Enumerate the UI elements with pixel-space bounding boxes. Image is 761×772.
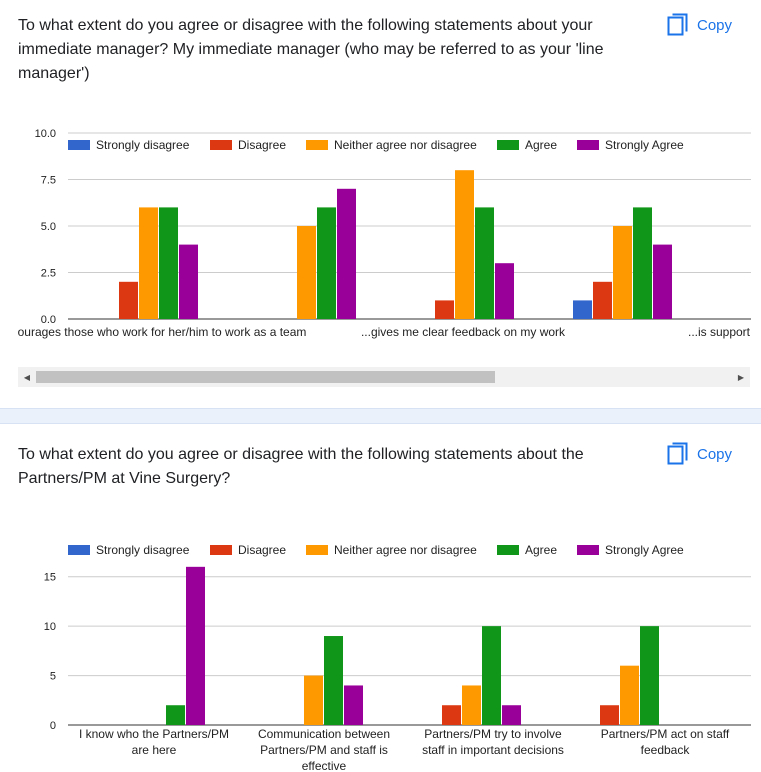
bar	[462, 685, 481, 725]
copy-button[interactable]: Copy	[667, 13, 732, 37]
legend-label: Disagree	[238, 543, 286, 557]
legend-label: Agree	[525, 543, 557, 557]
x-tick-label: staff in important decisions	[422, 743, 564, 757]
legend-swatch	[306, 140, 328, 150]
bar	[593, 281, 612, 319]
card-separator	[0, 408, 761, 424]
legend-label: Neither agree nor disagree	[334, 543, 477, 557]
question-card-2: To what extent do you agree or disagree …	[0, 424, 761, 772]
legend-swatch	[68, 140, 90, 150]
x-tick-label: ...gives me clear feedback on my work	[361, 325, 566, 339]
bar	[304, 675, 323, 725]
scroll-right-arrow[interactable]: ▶	[737, 372, 745, 382]
bar	[502, 705, 521, 725]
bar	[139, 207, 158, 319]
bar	[613, 226, 632, 319]
scroll-left-arrow[interactable]: ◀	[23, 372, 31, 382]
bar	[317, 207, 336, 319]
legend-swatch	[577, 140, 599, 150]
bar	[620, 665, 639, 725]
y-tick-label: 5.0	[41, 221, 56, 233]
bar	[475, 207, 494, 319]
legend-swatch	[68, 545, 90, 555]
bar	[573, 300, 592, 319]
bar	[442, 705, 461, 725]
bar	[455, 170, 474, 319]
bar	[640, 626, 659, 725]
x-tick-label: Partners/PM and staff is	[260, 743, 388, 757]
bar	[482, 626, 501, 725]
copy-icon	[667, 13, 688, 36]
scroll-thumb[interactable]	[36, 371, 495, 383]
legend-label: Strongly disagree	[96, 543, 190, 557]
y-tick-label: 0	[50, 720, 56, 732]
bar	[653, 244, 672, 319]
y-tick-label: 5	[50, 671, 56, 683]
legend-swatch	[497, 545, 519, 555]
x-tick-label: feedback	[641, 743, 691, 757]
bar	[186, 566, 205, 725]
x-tick-label: effective	[302, 759, 347, 772]
question-title: To what extent do you agree or disagree …	[18, 17, 604, 82]
legend-swatch	[306, 545, 328, 555]
y-tick-label: 2.5	[41, 268, 56, 280]
y-tick-label: 10	[44, 621, 56, 633]
legend-swatch	[210, 545, 232, 555]
legend-swatch	[497, 140, 519, 150]
x-tick-label: ourages those who work for her/him to wo…	[18, 325, 307, 339]
bar	[633, 207, 652, 319]
legend-label: Strongly Agree	[605, 138, 684, 152]
bar-chart-1: 0.0 2.5 5.0 7.5 10.0 Strongly disagree Disagre…	[18, 128, 751, 339]
bar	[119, 281, 138, 319]
x-tick-label: Partners/PM try to involve	[424, 727, 562, 741]
x-tick-label: Communication between	[258, 727, 390, 741]
copy-button[interactable]: Copy	[667, 442, 732, 466]
bar	[159, 207, 178, 319]
bar	[297, 226, 316, 319]
bar	[344, 685, 363, 725]
bar	[324, 636, 343, 725]
y-tick-label: 7.5	[41, 175, 56, 187]
bar-chart-2: 0 5 10 15 Strongly disagree Disagree Neither a…	[44, 543, 751, 772]
y-tick-label: 0.0	[41, 314, 56, 326]
bar	[337, 188, 356, 319]
bar	[179, 244, 198, 319]
legend-label: Strongly Agree	[605, 543, 684, 557]
y-tick-label: 10.0	[35, 128, 56, 140]
legend-swatch	[577, 545, 599, 555]
y-tick-label: 15	[44, 572, 56, 584]
legend-label: Strongly disagree	[96, 138, 190, 152]
legend-label: Agree	[525, 138, 557, 152]
copy-label: Copy	[697, 445, 733, 463]
legend-label: Disagree	[238, 138, 286, 152]
chart-scrollbar[interactable]: ◀ ▶	[18, 367, 750, 387]
bar	[600, 705, 619, 725]
x-tick-label: ...is support	[688, 325, 751, 339]
legend-label: Neither agree nor disagree	[334, 138, 477, 152]
bar	[435, 300, 454, 319]
copy-label: Copy	[697, 16, 733, 34]
x-tick-label: I know who the Partners/PM	[79, 727, 229, 741]
question-title: To what extent do you agree or disagree …	[18, 446, 584, 487]
legend-swatch	[210, 140, 232, 150]
bar	[495, 263, 514, 319]
question-card-1: To what extent do you agree or disagree …	[17, 13, 751, 387]
bar	[166, 705, 185, 725]
copy-icon	[667, 442, 688, 465]
x-tick-label: are here	[132, 743, 177, 757]
x-tick-label: Partners/PM act on staff	[601, 727, 730, 741]
